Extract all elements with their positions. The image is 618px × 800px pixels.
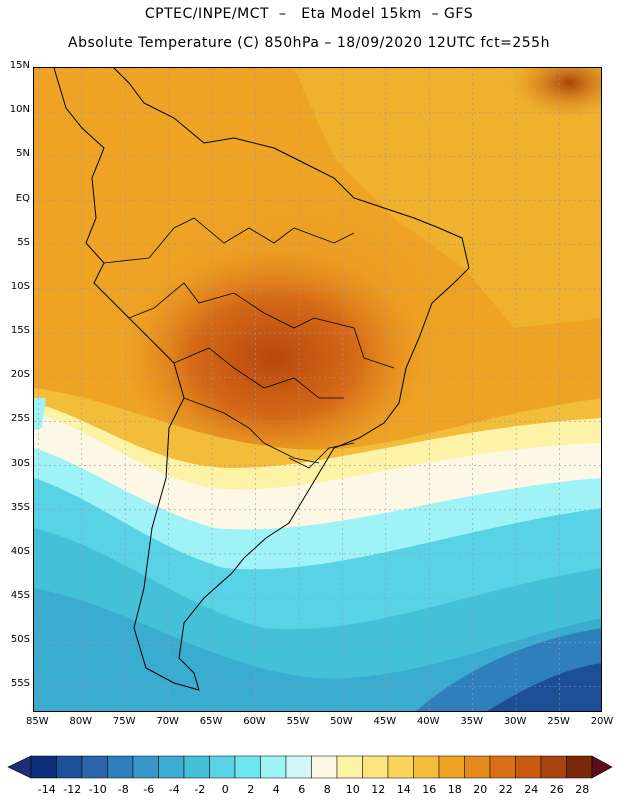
colorbar-label: 16 [422,783,437,796]
map-canvas [34,68,601,711]
colorbar-label: 18 [447,783,462,796]
colorbar-label: -6 [143,783,155,796]
map-subtitle: Absolute Temperature (C) 850hPa – 18/09/… [68,35,550,51]
colorbar-over-arrow [591,755,613,779]
temperature-map [33,67,602,712]
colorbar-label: -4 [168,783,180,796]
latitude-label: EQ [15,192,30,204]
colorbar-swatch [285,755,312,779]
colorbar-label: 6 [298,783,306,796]
colorbar-swatch [260,755,287,779]
colorbar-swatch [413,755,440,779]
colorbar-swatch [183,755,210,779]
colorbar-label: 26 [549,783,564,796]
longitude-label: 60W [243,716,266,727]
colorbar-under-arrow [7,755,32,779]
longitude-label: 75W [112,716,136,727]
longitude-label: 70W [156,716,179,727]
colorbar-swatch [387,755,414,779]
colorbar-label: 4 [272,783,280,796]
colorbar-label: -8 [117,783,129,796]
colorbar-label: -10 [88,783,107,796]
latitude-label: 20S [10,369,30,381]
colorbar-label: 28 [575,783,590,796]
latitude-label: 25S [10,413,30,425]
longitude-label: 65W [199,716,223,727]
latitude-label: 35S [10,501,30,513]
longitude-label: 80W [69,716,93,727]
colorbar-label: 0 [221,783,229,796]
colorbar-swatch [81,755,108,779]
latitude-label: 30S [10,457,30,469]
colorbar-swatch [311,755,338,779]
colorbar-swatch [464,755,491,779]
colorbar-label: 12 [371,783,386,796]
latitude-label: 50S [10,634,30,646]
longitude-label: 20W [590,716,614,727]
colorbar-label: 14 [396,783,411,796]
continent-outline [53,68,470,691]
colorbar-swatch [362,755,389,779]
colorbar-swatch [132,755,159,779]
colorbar-label: 22 [498,783,513,796]
colorbar-swatch [56,755,83,779]
colorbar-swatch [107,755,134,779]
colorbar-swatch [336,755,363,779]
color-scale-bar [7,755,613,779]
colorbar-swatch [30,755,57,779]
colorbar-swatch [540,755,567,779]
colorbar-label: -2 [194,783,206,796]
country-borders [103,217,395,469]
latitude-label: 45S [10,590,30,602]
latitude-label: 55S [10,678,30,690]
longitude-label: 30W [503,716,527,727]
colorbar-label: -12 [63,783,82,796]
colorbar-label: 10 [345,783,360,796]
colorbar-label: 2 [247,783,255,796]
colorbar-swatch [489,755,516,779]
longitude-label: 45W [373,716,397,727]
colorbar-swatch [515,755,542,779]
latitude-label: 40S [10,545,30,557]
latitude-label: 5S [17,236,30,248]
colorbar-swatch [158,755,185,779]
latitude-label: 15N [9,60,30,71]
longitude-label: 50W [330,716,353,727]
longitude-label: 85W [26,716,49,727]
colorbar-swatch [566,755,593,779]
longitude-label: 40W [416,716,440,727]
colorbar-label: 20 [473,783,488,796]
longitude-label: 25W [547,716,570,727]
map-title: CPTEC/INPE/MCT – Eta Model 15km – GFS [144,6,474,22]
colorbar-swatch [234,755,261,779]
colorbar-label: -14 [37,783,56,796]
colorbar-label: 8 [323,783,331,796]
latitude-label: 5N [16,148,30,160]
latitude-label: 10S [10,280,30,292]
latitude-label: 10N [9,104,30,116]
colorbar-label: 24 [524,783,539,796]
colorbar-swatch [438,755,465,779]
latitude-label: 15S [10,325,30,337]
longitude-label: 55W [286,716,310,727]
longitude-label: 35W [460,716,483,727]
colorbar-swatch [209,755,236,779]
